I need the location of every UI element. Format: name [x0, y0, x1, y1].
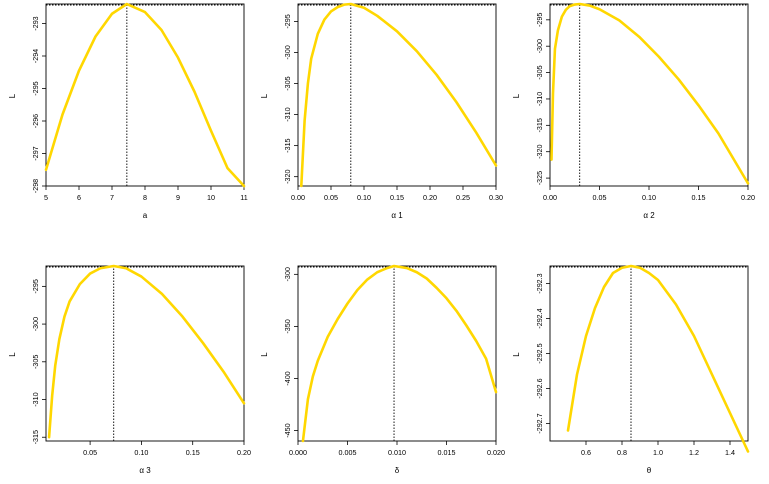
- x-axis-label: α 2: [643, 211, 655, 220]
- chart-panel-5: 0.000 0.005 0.010 0.015 0.020 -450 -400 -350 -30…: [260, 264, 505, 475]
- likelihood-curve: [44, 2, 246, 188]
- likelihood-curve: [47, 264, 246, 439]
- x-tick-label: 1.0: [653, 448, 663, 457]
- likelihood-curve: [299, 2, 498, 188]
- x-tick-label: 5: [44, 193, 48, 202]
- y-tick-label: -296: [31, 114, 40, 128]
- chart-panel-2: 0.00 0.05 0.10 0.15 0.20 0.25 0.30 -320 -315 -310…: [260, 2, 503, 220]
- x-tick-label: 0.30: [489, 193, 503, 202]
- y-tick-label: -300: [31, 317, 40, 331]
- y-axis-label: L: [512, 93, 521, 98]
- x-tick-label: 0.25: [456, 193, 470, 202]
- x-tick-label: 0.05: [83, 448, 97, 457]
- y-tick-label: -292.4: [535, 308, 544, 328]
- y-tick-label: -295: [31, 81, 40, 95]
- y-tick-label: -315: [31, 430, 40, 444]
- x-tick-label: 10: [207, 193, 215, 202]
- y-tick-label: -295: [283, 14, 292, 28]
- plot-frame: [549, 265, 749, 442]
- y-axis-label: L: [8, 352, 17, 357]
- x-tick-label: 0.15: [692, 193, 706, 202]
- y-axis-label: L: [260, 352, 269, 357]
- x-axis-label: δ: [395, 466, 400, 475]
- y-tick-label: -315: [283, 138, 292, 152]
- x-tick-label: 0.20: [423, 193, 437, 202]
- x-tick-label: 0.8: [617, 448, 627, 457]
- y-tick-label: -293: [31, 16, 40, 30]
- x-axis-label: α 3: [139, 466, 151, 475]
- x-tick-label: 0.05: [593, 193, 607, 202]
- y-tick-label: -292.7: [535, 413, 544, 433]
- x-tick-label: 8: [143, 193, 147, 202]
- y-tick-label: -292.3: [535, 273, 544, 293]
- y-tick-label: -297: [31, 146, 40, 160]
- y-tick-label: -310: [535, 92, 544, 106]
- y-axis-label: L: [8, 93, 17, 98]
- y-tick-label: -292.6: [535, 378, 544, 398]
- plot-frame: [297, 265, 497, 442]
- y-tick-label: -310: [31, 392, 40, 406]
- chart-panel-1: 5 6 7 8 9 10 11 -298 -297 -296 -295 -294 -293 a L: [8, 2, 248, 220]
- y-tick-label: -320: [535, 145, 544, 159]
- x-tick-label: 1.2: [689, 448, 699, 457]
- x-tick-label: 0.00: [291, 193, 305, 202]
- likelihood-curve: [566, 264, 750, 453]
- x-tick-label: 7: [110, 193, 114, 202]
- x-tick-label: 0.6: [581, 448, 591, 457]
- plot-frame: [45, 265, 245, 442]
- x-tick-label: 0.15: [390, 193, 404, 202]
- y-tick-label: -325: [535, 171, 544, 185]
- x-tick-label: 6: [77, 193, 81, 202]
- x-tick-label: 0.20: [237, 448, 251, 457]
- y-tick-label: -295: [31, 279, 40, 293]
- y-tick-label: -305: [31, 355, 40, 369]
- x-tick-label: 0.10: [134, 448, 148, 457]
- y-tick-label: -305: [283, 76, 292, 90]
- x-tick-label: 0.00: [543, 193, 557, 202]
- x-tick-label: 0.20: [741, 193, 755, 202]
- y-tick-label: -298: [31, 179, 40, 193]
- y-tick-label: -300: [283, 267, 292, 281]
- y-tick-label: -400: [283, 371, 292, 385]
- x-tick-label: 0.10: [357, 193, 371, 202]
- y-tick-label: -310: [283, 107, 292, 121]
- chart-panel-4: 0.05 0.10 0.15 0.20 -315 -310 -305 -300 -295 α 3 L: [8, 264, 251, 475]
- x-tick-label: 0.010: [388, 448, 406, 457]
- x-tick-label: 0.020: [487, 448, 505, 457]
- y-tick-label: -295: [535, 13, 544, 27]
- plot-frame: [45, 3, 245, 187]
- y-tick-label: -315: [535, 118, 544, 132]
- x-tick-label: 11: [240, 193, 247, 202]
- y-tick-label: -350: [283, 319, 292, 333]
- x-tick-label: 0.10: [642, 193, 656, 202]
- y-tick-label: -320: [283, 169, 292, 183]
- y-axis-label: L: [260, 93, 269, 98]
- x-tick-label: 0.005: [339, 448, 357, 457]
- y-tick-label: -294: [31, 49, 40, 63]
- x-tick-label: 0.15: [186, 448, 200, 457]
- x-tick-label: 9: [176, 193, 180, 202]
- y-tick-label: -300: [535, 39, 544, 53]
- y-tick-label: -292.5: [535, 343, 544, 363]
- likelihood-curve: [550, 2, 750, 185]
- chart-panel-6: 0.6 0.8 1.0 1.2 1.4 -292.7 -292.6 -292.5 -292.4 -…: [512, 264, 750, 475]
- y-tick-label: -450: [283, 423, 292, 437]
- chart-panel-3: 0.00 0.05 0.10 0.15 0.20 -325 -320 -315 -310 -305…: [512, 2, 755, 220]
- x-tick-label: 0.000: [289, 448, 307, 457]
- y-tick-label: -305: [535, 65, 544, 79]
- y-axis-label: L: [512, 352, 521, 357]
- x-tick-label: 1.4: [725, 448, 735, 457]
- x-tick-label: 0.015: [438, 448, 456, 457]
- y-tick-label: -300: [283, 45, 292, 59]
- x-axis-label: θ: [647, 466, 652, 475]
- x-tick-label: 0.05: [324, 193, 338, 202]
- x-axis-label: α 1: [391, 211, 403, 220]
- likelihood-curve: [301, 264, 498, 443]
- x-axis-label: a: [143, 211, 148, 220]
